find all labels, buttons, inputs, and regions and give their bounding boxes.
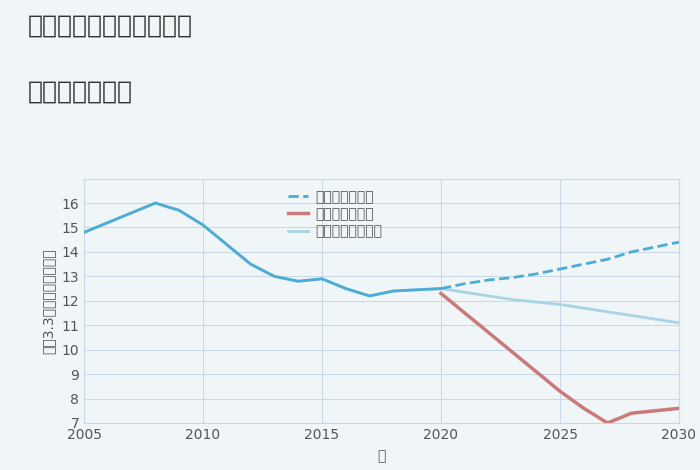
- Y-axis label: 平（3.3㎡）単価（万円）: 平（3.3㎡）単価（万円）: [42, 248, 56, 353]
- ノーマルシナリオ: [556, 302, 564, 307]
- ノーマルシナリオ: [199, 222, 207, 228]
- ノーマルシナリオ: [580, 306, 588, 311]
- バッドシナリオ: [437, 290, 445, 296]
- ノーマルシナリオ: [294, 278, 302, 284]
- ノーマルシナリオ: [104, 220, 112, 226]
- バッドシナリオ: [603, 420, 612, 426]
- グッドシナリオ: [437, 286, 445, 291]
- ノーマルシナリオ: [484, 293, 493, 299]
- バッドシナリオ: [461, 310, 469, 316]
- ノーマルシナリオ: [413, 287, 421, 293]
- バッドシナリオ: [508, 349, 517, 355]
- Text: 土地の価格推移: 土地の価格推移: [28, 80, 133, 104]
- ノーマルシナリオ: [223, 242, 231, 247]
- ノーマルシナリオ: [270, 274, 279, 279]
- バッドシナリオ: [675, 406, 683, 411]
- グッドシナリオ: [556, 266, 564, 272]
- ノーマルシナリオ: [175, 208, 183, 213]
- グッドシナリオ: [675, 239, 683, 245]
- Line: ノーマルシナリオ: ノーマルシナリオ: [84, 203, 679, 323]
- グッドシナリオ: [651, 244, 659, 250]
- ノーマルシナリオ: [603, 309, 612, 314]
- Line: バッドシナリオ: バッドシナリオ: [441, 293, 679, 423]
- ノーマルシナリオ: [627, 313, 636, 318]
- バッドシナリオ: [484, 330, 493, 336]
- ノーマルシナリオ: [365, 293, 374, 299]
- バッドシナリオ: [580, 406, 588, 411]
- ノーマルシナリオ: [389, 288, 398, 294]
- Line: グッドシナリオ: グッドシナリオ: [441, 242, 679, 289]
- Legend: グッドシナリオ, バッドシナリオ, ノーマルシナリオ: グッドシナリオ, バッドシナリオ, ノーマルシナリオ: [284, 186, 386, 243]
- ノーマルシナリオ: [675, 320, 683, 326]
- バッドシナリオ: [627, 410, 636, 416]
- グッドシナリオ: [603, 257, 612, 262]
- グッドシナリオ: [532, 271, 540, 277]
- Text: 三重県松阪市大垣内町の: 三重県松阪市大垣内町の: [28, 14, 193, 38]
- ノーマルシナリオ: [461, 290, 469, 295]
- ノーマルシナリオ: [246, 261, 255, 267]
- グッドシナリオ: [508, 275, 517, 281]
- ノーマルシナリオ: [80, 229, 88, 235]
- バッドシナリオ: [532, 369, 540, 375]
- ノーマルシナリオ: [151, 200, 160, 206]
- ノーマルシナリオ: [651, 316, 659, 322]
- グッドシナリオ: [484, 277, 493, 283]
- グッドシナリオ: [461, 281, 469, 287]
- ノーマルシナリオ: [508, 297, 517, 302]
- ノーマルシナリオ: [437, 286, 445, 291]
- グッドシナリオ: [627, 249, 636, 255]
- X-axis label: 年: 年: [377, 449, 386, 463]
- ノーマルシナリオ: [318, 276, 326, 282]
- バッドシナリオ: [556, 388, 564, 394]
- グッドシナリオ: [580, 261, 588, 267]
- ノーマルシナリオ: [127, 210, 136, 216]
- ノーマルシナリオ: [342, 286, 350, 291]
- バッドシナリオ: [651, 408, 659, 414]
- ノーマルシナリオ: [532, 299, 540, 305]
